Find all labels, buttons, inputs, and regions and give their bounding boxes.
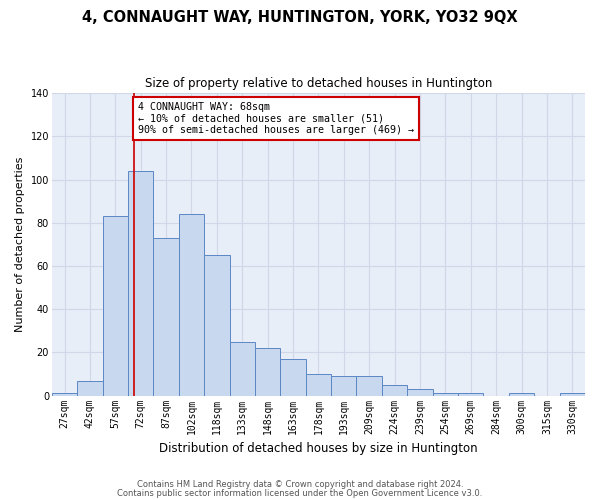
- Text: 4, CONNAUGHT WAY, HUNTINGTON, YORK, YO32 9QX: 4, CONNAUGHT WAY, HUNTINGTON, YORK, YO32…: [82, 10, 518, 25]
- Bar: [407, 389, 433, 396]
- Bar: [280, 359, 306, 396]
- Y-axis label: Number of detached properties: Number of detached properties: [15, 156, 25, 332]
- Bar: [179, 214, 204, 396]
- Bar: [458, 394, 484, 396]
- Bar: [230, 342, 255, 396]
- X-axis label: Distribution of detached houses by size in Huntington: Distribution of detached houses by size …: [159, 442, 478, 455]
- Bar: [560, 394, 585, 396]
- Text: 4 CONNAUGHT WAY: 68sqm
← 10% of detached houses are smaller (51)
90% of semi-det: 4 CONNAUGHT WAY: 68sqm ← 10% of detached…: [138, 102, 414, 135]
- Bar: [128, 171, 154, 396]
- Title: Size of property relative to detached houses in Huntington: Size of property relative to detached ho…: [145, 78, 492, 90]
- Bar: [306, 374, 331, 396]
- Bar: [103, 216, 128, 396]
- Bar: [255, 348, 280, 396]
- Bar: [356, 376, 382, 396]
- Bar: [154, 238, 179, 396]
- Bar: [204, 255, 230, 396]
- Bar: [331, 376, 356, 396]
- Bar: [52, 394, 77, 396]
- Text: Contains public sector information licensed under the Open Government Licence v3: Contains public sector information licen…: [118, 489, 482, 498]
- Bar: [382, 385, 407, 396]
- Text: Contains HM Land Registry data © Crown copyright and database right 2024.: Contains HM Land Registry data © Crown c…: [137, 480, 463, 489]
- Bar: [77, 380, 103, 396]
- Bar: [433, 394, 458, 396]
- Bar: [509, 394, 534, 396]
